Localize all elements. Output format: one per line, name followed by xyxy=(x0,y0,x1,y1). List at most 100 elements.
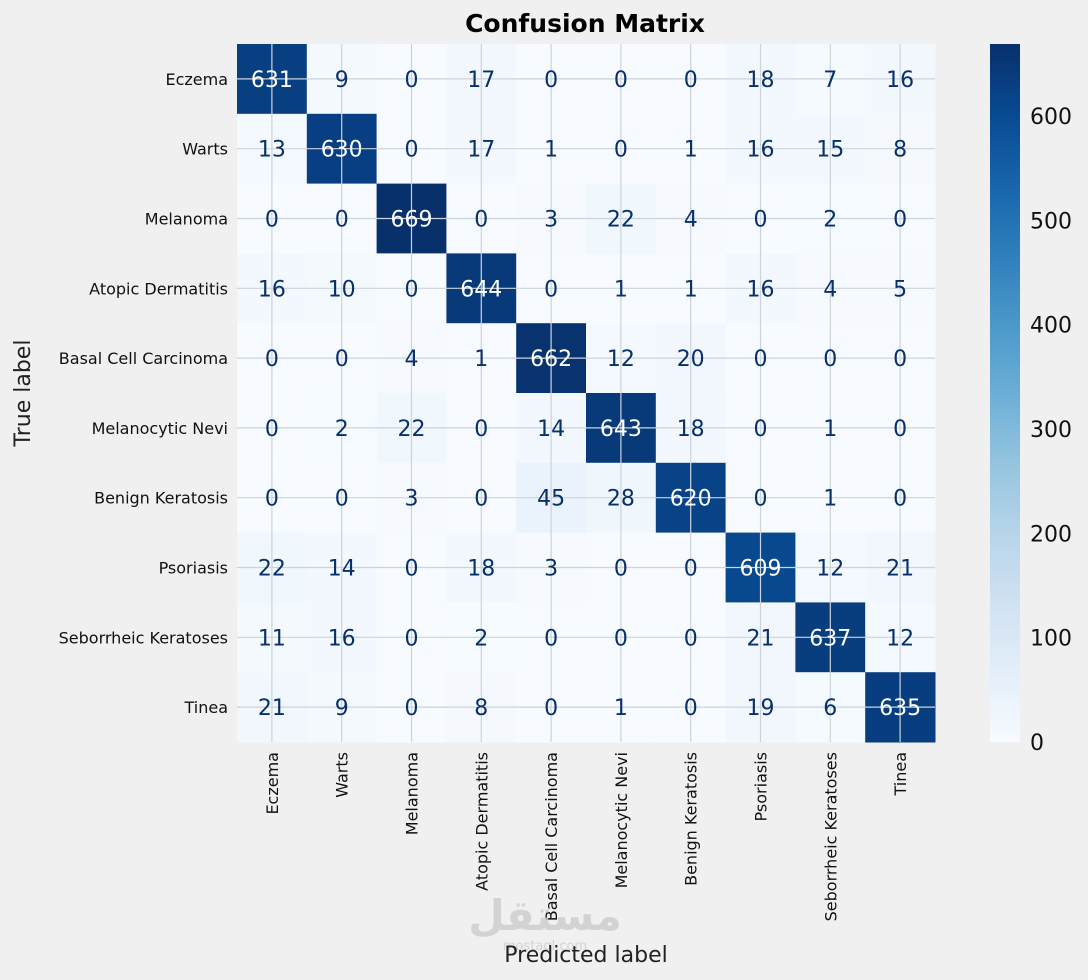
cell-value: 0 xyxy=(335,208,349,233)
cell-value: 0 xyxy=(754,347,768,372)
cell-value: 0 xyxy=(405,68,419,93)
cell-value: 6 xyxy=(823,696,837,721)
cell-value: 10 xyxy=(328,277,356,302)
cell-value: 12 xyxy=(886,626,914,651)
cell-value: 16 xyxy=(886,68,914,93)
matrix-gridlines xyxy=(237,44,935,742)
x-axis-label: Predicted label xyxy=(504,943,667,968)
watermark-logo: مستقل mostaql.com xyxy=(468,891,622,954)
cell-value: 0 xyxy=(893,417,907,442)
cell-value: 28 xyxy=(607,487,635,512)
colorbar-tick-label: 500 xyxy=(1030,209,1072,234)
cell-value: 15 xyxy=(816,138,844,163)
cell-value: 609 xyxy=(740,557,782,582)
x-tick-label: Basal Cell Carcinoma xyxy=(542,752,561,921)
cell-value: 21 xyxy=(258,696,286,721)
x-tick-labels: Eczema Warts Melanoma Atopic Dermatitis Basa… xyxy=(263,752,910,921)
cell-value: 0 xyxy=(614,626,628,651)
y-tick-label: Melanoma xyxy=(145,210,228,229)
cell-value: 0 xyxy=(893,487,907,512)
cell-value: 662 xyxy=(530,347,572,372)
x-tick-label: Melanocytic Nevi xyxy=(612,752,631,888)
cell-value: 5 xyxy=(893,277,907,302)
cell-value: 0 xyxy=(684,557,698,582)
cell-value: 16 xyxy=(747,277,775,302)
cell-value: 16 xyxy=(258,277,286,302)
cell-value: 2 xyxy=(823,208,837,233)
cell-value: 669 xyxy=(391,208,433,233)
cell-value: 0 xyxy=(405,626,419,651)
x-tick-label: Psoriasis xyxy=(752,752,771,821)
cell-value: 631 xyxy=(251,68,293,93)
cell-value: 0 xyxy=(893,208,907,233)
cell-value: 0 xyxy=(614,557,628,582)
colorbar-tick-label: 300 xyxy=(1030,418,1072,443)
cell-value: 9 xyxy=(335,68,349,93)
cell-value: 1 xyxy=(614,277,628,302)
colorbar-gradient xyxy=(990,44,1020,742)
cell-value: 4 xyxy=(823,277,837,302)
cell-value: 12 xyxy=(607,347,635,372)
cell-value: 2 xyxy=(335,417,349,442)
cell-value: 0 xyxy=(405,138,419,163)
cell-value: 0 xyxy=(684,696,698,721)
cell-value: 0 xyxy=(754,208,768,233)
x-tick-label: Tinea xyxy=(891,752,910,797)
cell-value: 0 xyxy=(335,347,349,372)
cell-value: 1 xyxy=(474,347,488,372)
y-tick-label: Seborrheic Keratoses xyxy=(59,628,228,647)
cell-value: 45 xyxy=(537,487,565,512)
cell-value: 0 xyxy=(474,208,488,233)
x-tick-label: Benign Keratosis xyxy=(682,752,701,886)
x-tick-label: Atopic Dermatitis xyxy=(472,752,491,891)
cell-value: 4 xyxy=(684,208,698,233)
cell-value: 14 xyxy=(537,417,565,442)
cell-value: 8 xyxy=(474,696,488,721)
cell-value: 0 xyxy=(684,68,698,93)
y-tick-labels: Eczema Warts Melanoma Atopic Dermatitis Basa… xyxy=(59,70,228,717)
cell-value: 0 xyxy=(754,487,768,512)
cell-value: 0 xyxy=(544,626,558,651)
cell-value: 11 xyxy=(258,626,286,651)
x-tick-label: Melanoma xyxy=(403,752,422,835)
y-tick-label: Tinea xyxy=(183,698,228,717)
colorbar-tick-label: 100 xyxy=(1030,627,1072,652)
cell-value: 1 xyxy=(544,138,558,163)
cell-value: 0 xyxy=(544,696,558,721)
cell-value: 630 xyxy=(321,138,363,163)
chart-title: Confusion Matrix xyxy=(465,9,705,38)
cell-value: 14 xyxy=(328,557,356,582)
cell-value: 0 xyxy=(614,68,628,93)
cell-value: 22 xyxy=(258,557,286,582)
colorbar-tick-label: 600 xyxy=(1030,105,1072,130)
watermark-text: مستقل xyxy=(468,891,622,940)
cell-value: 2 xyxy=(474,626,488,651)
colorbar: 0 100 200 300 400 500 600 xyxy=(990,44,1072,756)
cell-value: 620 xyxy=(670,487,712,512)
cell-value: 0 xyxy=(265,487,279,512)
cell-value: 643 xyxy=(600,417,642,442)
cell-value: 16 xyxy=(747,138,775,163)
cell-value: 3 xyxy=(544,208,558,233)
cell-value: 13 xyxy=(258,138,286,163)
cell-value: 0 xyxy=(265,417,279,442)
cell-value: 1 xyxy=(823,487,837,512)
cell-value: 0 xyxy=(405,557,419,582)
cell-value: 1 xyxy=(614,696,628,721)
y-tick-label: Warts xyxy=(182,140,228,159)
cell-value: 0 xyxy=(405,277,419,302)
x-tick-label: Eczema xyxy=(263,752,282,815)
cell-value: 3 xyxy=(544,557,558,582)
y-tick-label: Benign Keratosis xyxy=(94,489,228,508)
cell-value: 19 xyxy=(747,696,775,721)
cell-value: 20 xyxy=(677,347,705,372)
cell-value: 8 xyxy=(893,138,907,163)
y-tick-label: Basal Cell Carcinoma xyxy=(59,349,228,368)
cell-value: 18 xyxy=(467,557,495,582)
cell-value: 18 xyxy=(677,417,705,442)
cell-value: 1 xyxy=(684,138,698,163)
cell-value: 7 xyxy=(823,68,837,93)
colorbar-tick-label: 200 xyxy=(1030,522,1072,547)
